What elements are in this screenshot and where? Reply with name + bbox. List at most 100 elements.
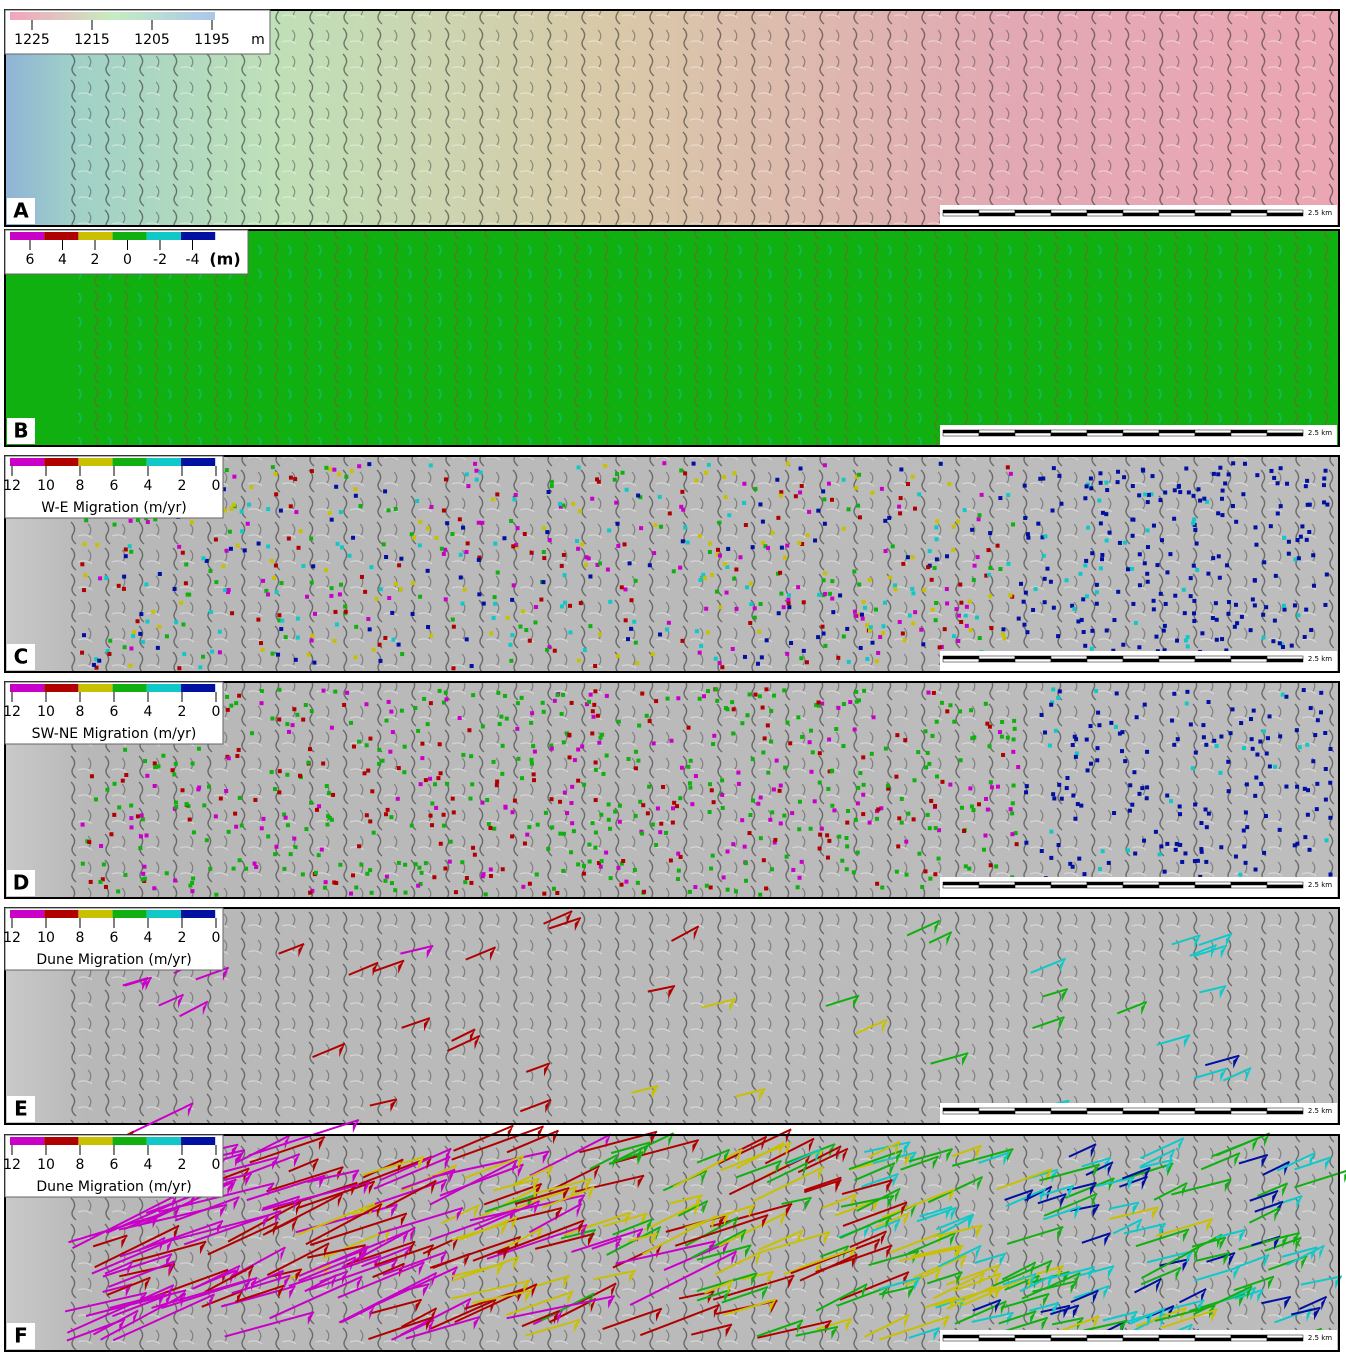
migration-pixel [623,587,627,591]
migration-pixel [572,829,576,833]
migration-pixel [599,813,603,817]
migration-pixel [391,730,395,734]
migration-pixel [764,687,768,691]
migration-pixel [117,584,121,588]
migration-pixel [221,564,225,568]
migration-pixel [292,707,296,711]
migration-pixel [214,580,218,584]
migration-pixel [591,821,595,825]
migration-pixel [208,569,212,573]
migration-pixel [98,576,102,580]
colorbar-segment [113,232,147,240]
scale-segment [1267,430,1303,433]
migration-pixel [1254,543,1258,547]
migration-pixel [667,621,671,625]
scale-segment [979,433,1015,436]
migration-pixel [709,885,713,889]
scale-segment [1123,885,1159,888]
migration-pixel [372,831,376,835]
scale-segment [1015,430,1051,433]
migration-pixel [171,768,175,772]
migration-pixel [1082,872,1086,876]
migration-pixel [857,583,861,587]
migration-pixel [847,660,851,664]
migration-pixel [1095,758,1099,762]
migration-pixel [1329,747,1333,751]
migration-pixel [465,876,469,880]
migration-pixel [330,518,334,522]
migration-pixel [1303,635,1307,639]
migration-pixel [1199,821,1203,825]
scale-segment [1123,659,1159,662]
migration-pixel [1193,528,1197,532]
migration-pixel [273,787,277,791]
migration-pixel [1259,782,1263,786]
migration-pixel [830,579,834,583]
migration-pixel [558,832,562,836]
migration-pixel [139,612,143,616]
migration-pixel [764,886,768,890]
migration-pixel [1152,607,1156,611]
migration-pixel [496,571,500,575]
migration-pixel [1057,843,1061,847]
colorbar-segment [44,684,78,692]
migration-pixel [1305,743,1309,747]
migration-pixel [225,695,229,699]
migration-pixel [141,817,145,821]
migration-pixel [1204,807,1208,811]
migration-pixel [145,620,149,624]
migration-pixel [1126,567,1130,571]
legend-tick-label: 1215 [74,32,110,48]
migration-pixel [1146,500,1150,504]
migration-pixel [1182,588,1186,592]
migration-pixel [345,691,349,695]
migration-pixel [600,733,604,737]
migration-pixel [226,708,230,712]
migration-pixel [1293,603,1297,607]
migration-pixel [580,744,584,748]
colorbar-segment [181,232,215,240]
migration-pixel [1307,530,1311,534]
migration-pixel [357,740,361,744]
migration-pixel [400,709,404,713]
migration-pixel [533,620,537,624]
scale-segment [1087,882,1123,885]
migration-pixel [1226,612,1230,616]
migration-pixel [466,484,470,488]
migration-pixel [449,840,453,844]
migration-pixel [466,541,470,545]
migration-pixel [403,745,407,749]
migration-pixel [988,594,992,598]
migration-pixel [766,771,770,775]
migration-pixel [232,867,236,871]
scale-segment [1051,659,1087,662]
migration-pixel [261,817,265,821]
migration-pixel [366,617,370,621]
migration-pixel [868,821,872,825]
migration-pixel [550,480,554,484]
migration-pixel [95,543,99,547]
migration-pixel [903,638,907,642]
migration-pixel [107,652,111,656]
migration-pixel [388,750,392,754]
migration-pixel [182,652,186,656]
migration-pixel [1017,617,1021,621]
migration-pixel [289,476,293,480]
migration-pixel [783,766,787,770]
migration-pixel [959,758,963,762]
migration-pixel [694,774,698,778]
migration-pixel [1083,644,1087,648]
legend-tick-label: 2 [178,704,187,720]
migration-pixel [567,733,571,737]
panel-letter: D [13,871,30,895]
migration-pixel [550,747,554,751]
migration-pixel [238,858,242,862]
migration-pixel [1023,516,1027,520]
scale-segment [979,1338,1015,1341]
migration-pixel [708,550,712,554]
migration-pixel [417,866,421,870]
migration-pixel [773,838,777,842]
scale-segment [1123,882,1159,885]
migration-pixel [314,871,318,875]
migration-pixel [1230,707,1234,711]
